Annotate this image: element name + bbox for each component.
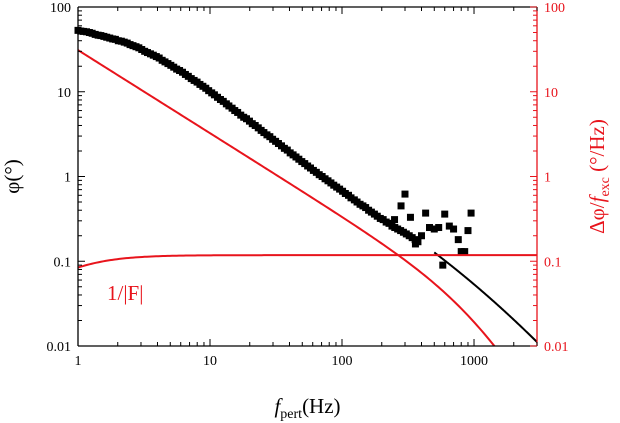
y-right-tick-label: 10 [544,86,558,101]
data-point [401,190,409,198]
axes-layer [77,6,538,347]
x-tick-label: 1 [75,354,82,369]
data-point [467,209,475,217]
series-line-phi-fit [433,251,537,343]
y-left-tick-label: 100 [50,1,71,16]
series-line-1--F- [78,254,537,269]
annotation-1-over-F: 1/|F| [107,281,143,305]
y-right-tick-label: 0.1 [544,255,562,270]
data-point [397,202,405,210]
data-point [406,213,414,221]
data-point [422,209,430,217]
data-point [461,248,469,256]
y-right-tick-label: 0.01 [544,340,569,355]
y-left-tick-label: 0.1 [54,255,72,270]
data-point [445,222,453,230]
data-point [441,210,449,218]
x-tick-label: 10 [203,354,217,369]
y-left-tick-label: 10 [57,86,71,101]
y-axis-right-title: Δφ/fexc (°/Hz) [585,119,613,234]
y-left-tick-label: 1 [64,171,71,186]
data-point [435,224,443,232]
x-tick-label: 1000 [460,354,488,369]
data-point [430,225,438,233]
data-point [454,236,462,244]
series-line-delta-phi-over-f-exc [78,49,496,346]
data-point [391,216,399,224]
data-point [417,232,425,240]
y-left-tick-label: 0.01 [47,340,72,355]
x-axis-title: fpert(Hz) [274,394,340,422]
data-point [411,240,419,248]
data-point [450,225,458,233]
y-right-tick-label: 100 [544,1,565,16]
series-layer [74,26,537,346]
series-phi_measured [74,26,475,269]
data-point [464,227,472,235]
y-right-tick-label: 1 [544,171,551,186]
data-point [426,224,433,232]
x-tick-label: 100 [332,354,353,369]
data-point [439,261,447,269]
y-axis-left-title: φ(°) [0,159,24,194]
